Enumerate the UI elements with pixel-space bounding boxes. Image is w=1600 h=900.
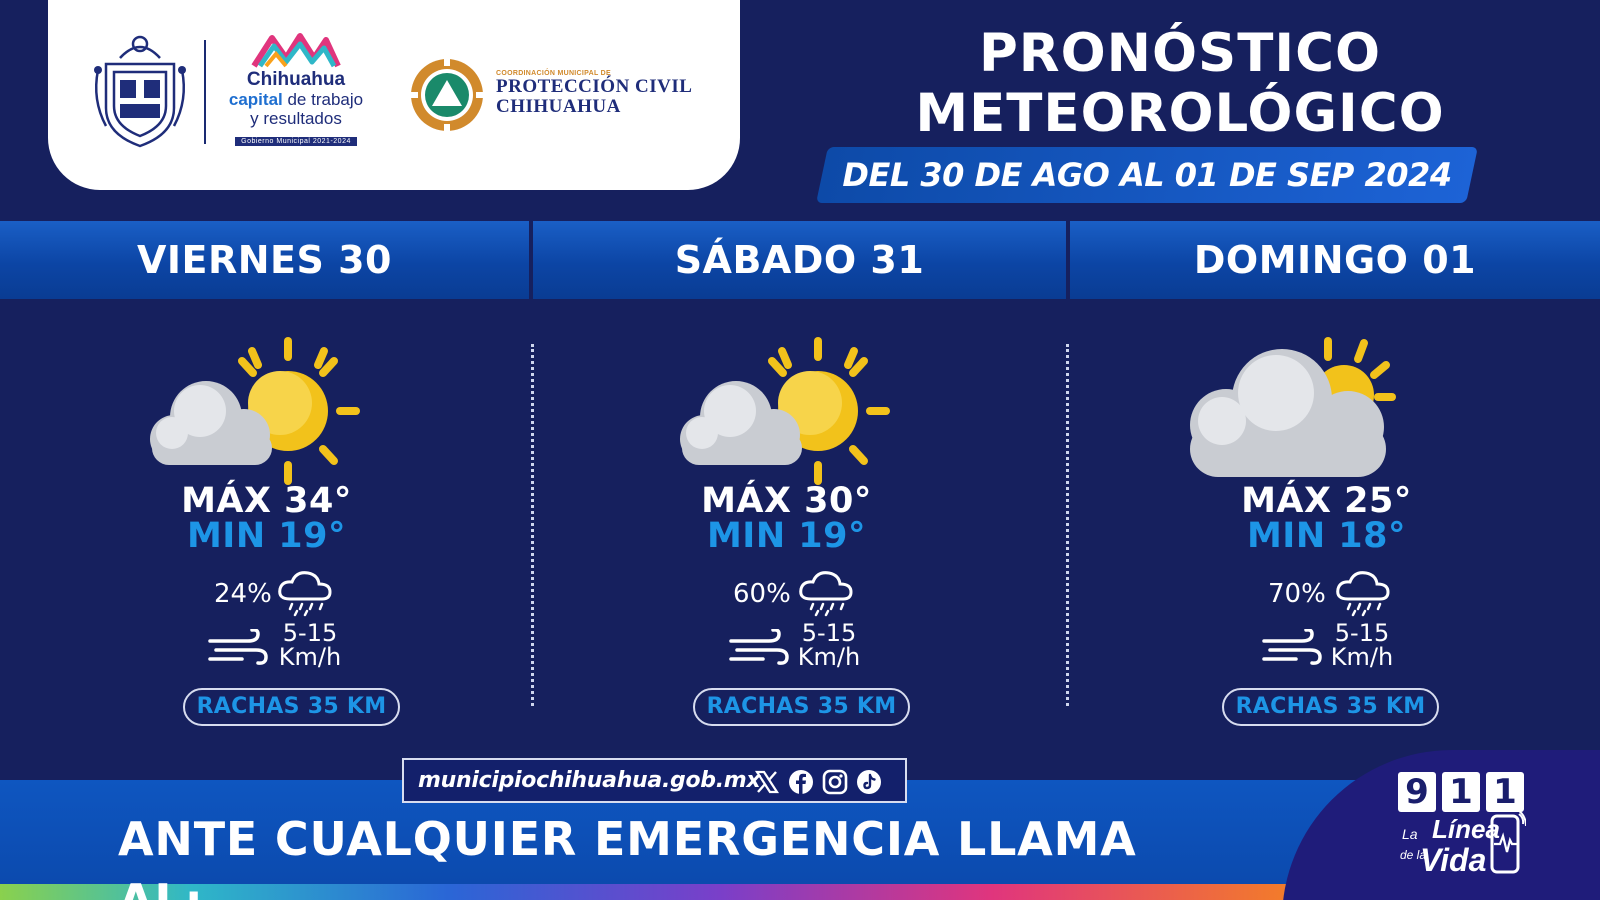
slogan-la: La <box>1402 826 1418 842</box>
digit-1: 1 <box>1442 772 1480 812</box>
wind-unit: Km/h <box>278 643 342 671</box>
civil-protection-title: PROTECCIÓN CIVIL <box>496 76 693 97</box>
forecast-column-friday: MÁX 34° MIN 19° 24% 5-15 Km/h RACHAS 35 … <box>0 299 533 759</box>
gusts-badge: RACHAS 35 KM <box>1222 688 1439 726</box>
min-temperature: MIN 19° <box>706 516 867 556</box>
wind-unit: Km/h <box>797 643 861 671</box>
partly-cloudy-icon <box>680 337 890 485</box>
min-temperature: MIN 19° <box>186 516 347 556</box>
page-title-line-1: PRONÓSTICO <box>978 23 1382 84</box>
civil-protection-emblem-icon <box>410 58 484 132</box>
rain-cloud-icon <box>799 571 853 617</box>
facebook-icon[interactable] <box>788 769 814 795</box>
instagram-icon[interactable] <box>822 769 848 795</box>
partly-cloudy-icon <box>150 337 360 485</box>
rain-percentage: 24% <box>214 579 272 609</box>
gusts-badge: RACHAS 35 KM <box>183 688 400 726</box>
website-box[interactable]: municipiochihuahua.gob.mx <box>402 758 907 803</box>
wind-speed: 5-15 <box>801 619 857 647</box>
rain-percentage: 60% <box>733 579 791 609</box>
date-range: DEL 30 DE AGO AL 01 DE SEP 2024 <box>842 156 1452 194</box>
wind-icon <box>729 629 789 665</box>
rainbow-stripe <box>0 884 1600 900</box>
wind-icon <box>208 629 268 665</box>
civil-protection-text: COORDINACIÓN MUNICIPAL DE PROTECCIÓN CIV… <box>496 70 726 117</box>
city-logo-name: Chihuahua <box>246 69 346 90</box>
city-crest-icon <box>94 35 186 148</box>
website-link[interactable]: municipiochihuahua.gob.mx <box>418 768 761 793</box>
min-temperature: MIN 18° <box>1246 516 1407 556</box>
rain-probability: 24% <box>0 569 533 619</box>
rain-probability: 70% <box>1066 569 1599 619</box>
phone-heartbeat-icon <box>1490 810 1526 874</box>
wind-speed: 5-15 <box>282 619 338 647</box>
digit-1: 1 <box>1486 772 1524 812</box>
logo-card: Chihuahua capital de trabajo y resultado… <box>48 0 740 190</box>
rain-cloud-icon <box>278 571 332 617</box>
city-logo: Chihuahua capital de trabajo y resultado… <box>216 30 376 154</box>
day-header-saturday: SÁBADO 31 <box>533 221 1066 299</box>
x-icon[interactable] <box>754 769 780 795</box>
column-separator <box>531 344 534 706</box>
forecast-column-sunday: MÁX 25° MIN 18° 70% 5-15 Km/h RACHAS 35 … <box>1066 299 1599 759</box>
page-title-line-2: METEOROLÓGICO <box>915 83 1445 144</box>
max-temperature: MÁX 34° <box>181 481 352 521</box>
civil-protection-city: CHIHUAHUA <box>496 96 621 117</box>
wind-icon <box>1262 629 1322 665</box>
slogan-vida: Vida <box>1420 842 1487 878</box>
day-header-sunday: DOMINGO 01 <box>1070 221 1600 299</box>
city-logo-slogan-2: y resultados <box>250 109 342 128</box>
wind-speed: 5-15 <box>1334 619 1390 647</box>
tiktok-icon[interactable] <box>856 769 882 795</box>
column-separator <box>1066 344 1069 706</box>
slogan-de-la: de la <box>1400 848 1427 862</box>
max-temperature: MÁX 25° <box>1241 481 1412 521</box>
city-logo-slogan-1: capital de trabajo <box>228 90 364 109</box>
emergency-call-text: ANTE CUALQUIER EMERGENCIA LLAMA AL: <box>118 812 1137 900</box>
digit-9: 9 <box>1398 772 1436 812</box>
day-header-friday: VIERNES 30 <box>0 221 529 299</box>
gusts-badge: RACHAS 35 KM <box>693 688 910 726</box>
rain-percentage: 70% <box>1268 579 1326 609</box>
city-mountain-logo-icon <box>251 33 341 68</box>
mostly-cloudy-icon <box>1190 337 1396 477</box>
forecast-column-saturday: MÁX 30° MIN 19° 60% 5-15 Km/h RACHAS 35 … <box>533 299 1066 759</box>
city-logo-tagline: Gobierno Municipal 2021-2024 <box>235 137 357 146</box>
logo-divider <box>204 40 206 144</box>
civil-protection-subtitle: COORDINACIÓN MUNICIPAL DE <box>496 70 611 77</box>
max-temperature: MÁX 30° <box>701 481 872 521</box>
wind-unit: Km/h <box>1330 643 1394 671</box>
rain-probability: 60% <box>533 569 1066 619</box>
slogan-linea: Línea <box>1432 814 1500 844</box>
rain-cloud-icon <box>1336 571 1390 617</box>
